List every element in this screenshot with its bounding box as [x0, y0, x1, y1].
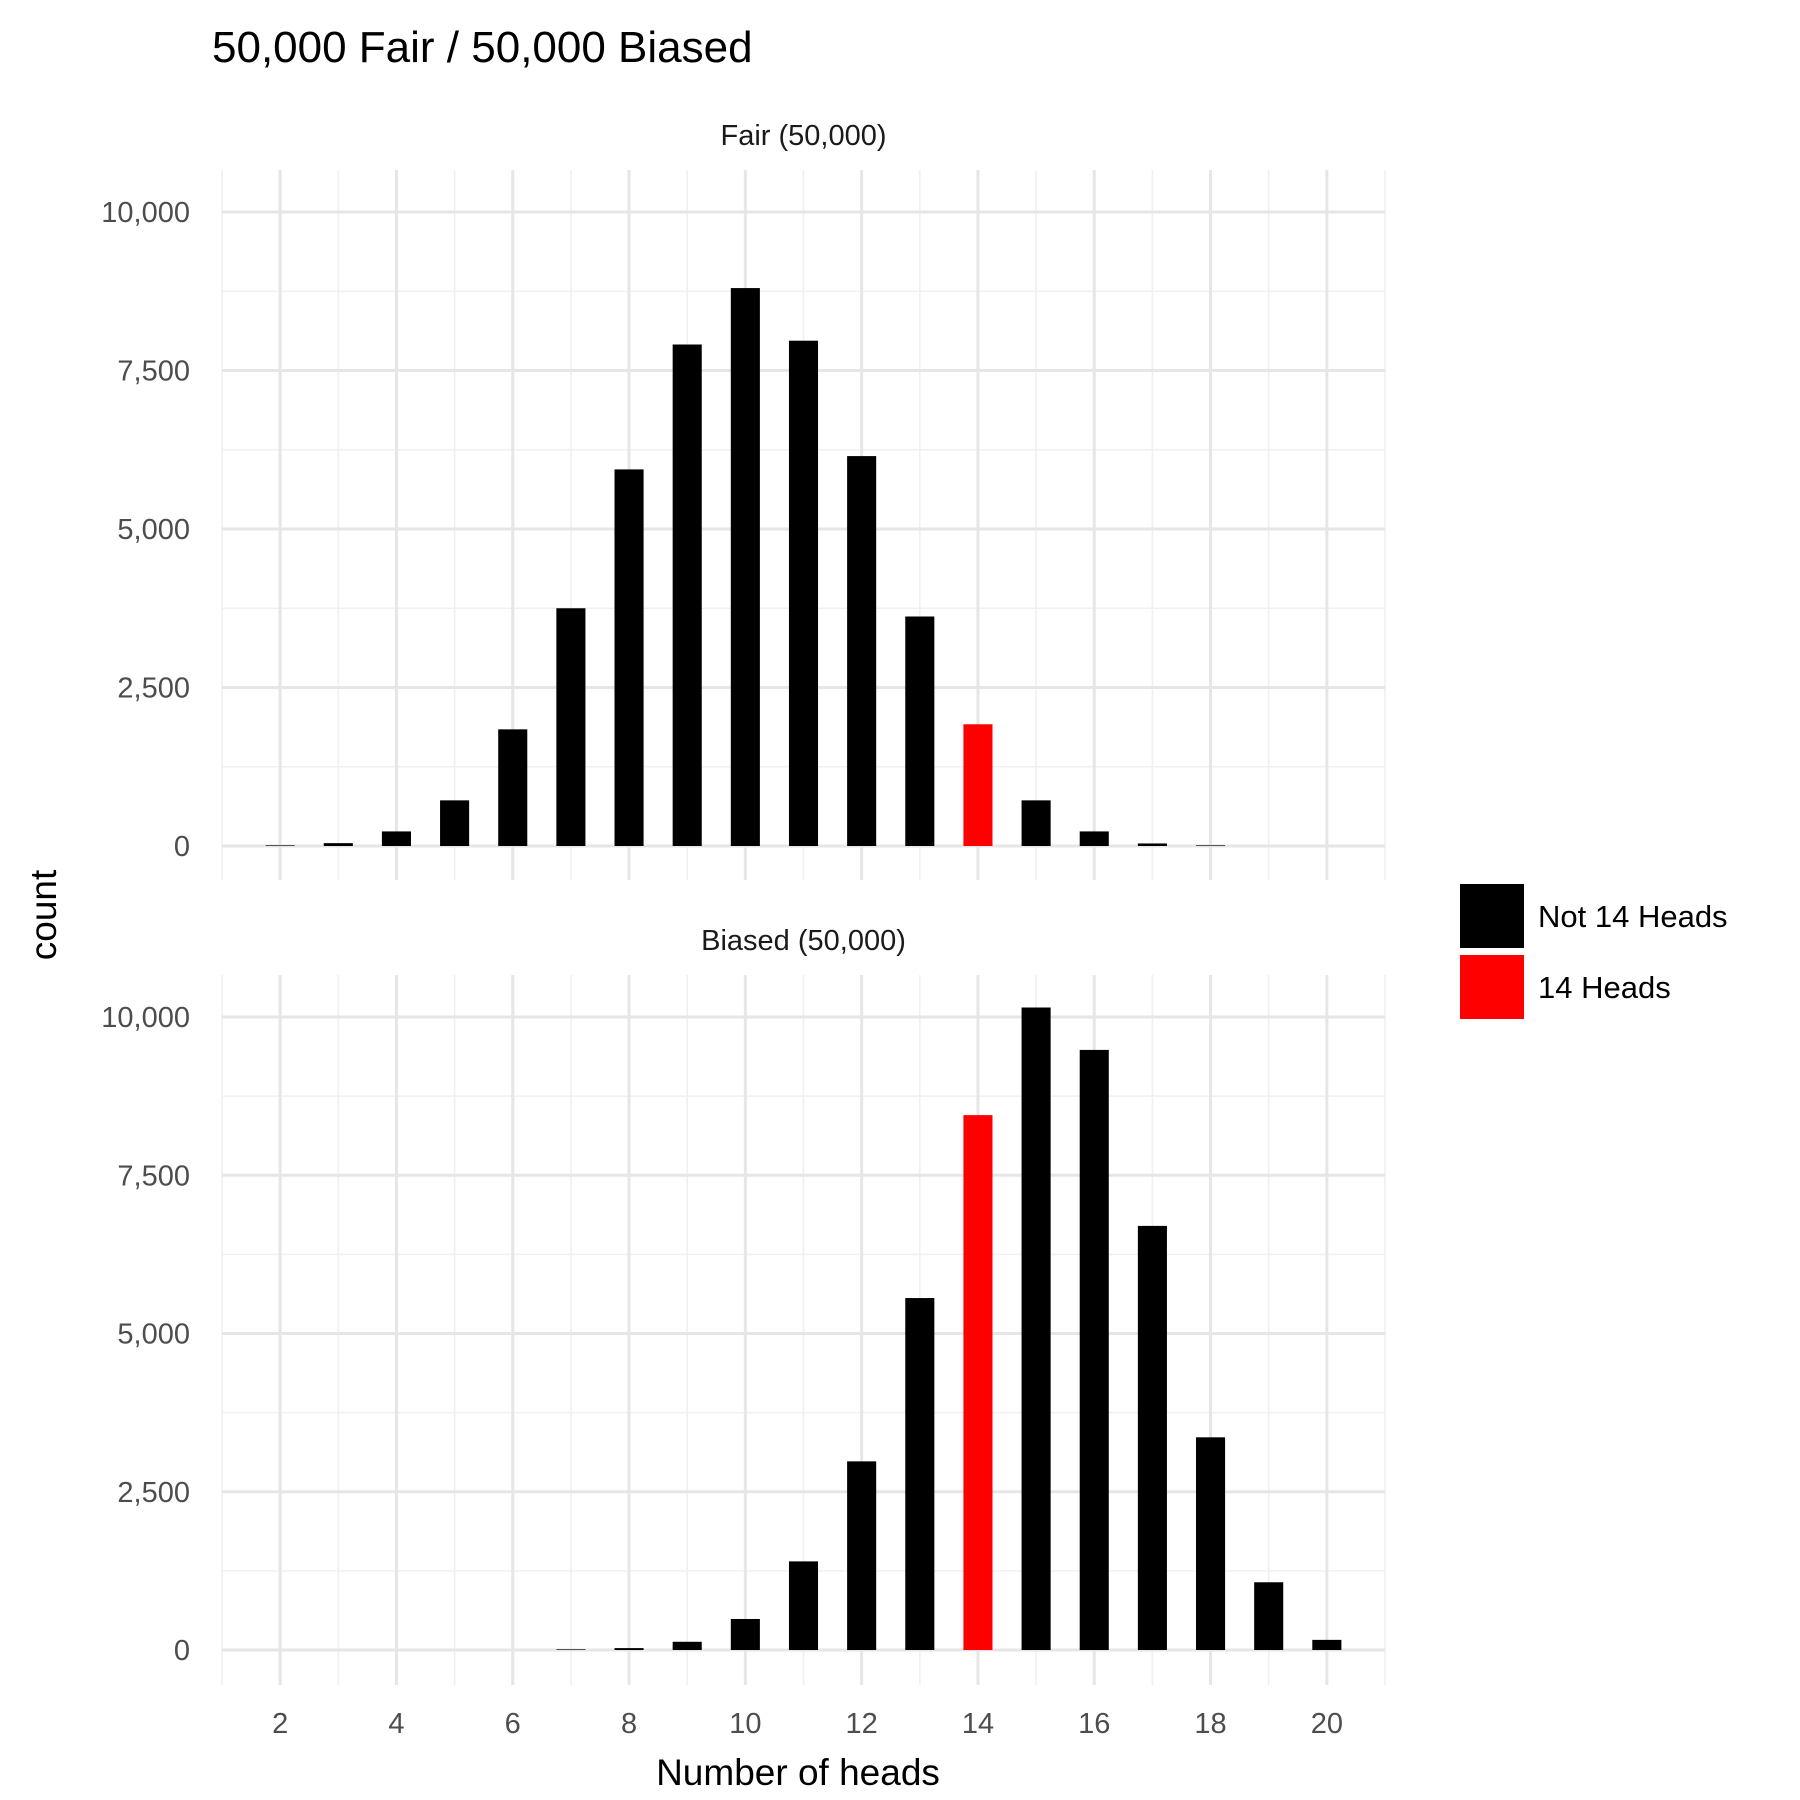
bar-16-heads — [1079, 831, 1109, 846]
bar-19-heads — [1254, 1582, 1284, 1650]
bar-4-heads — [381, 831, 411, 846]
x-tick-label: 20 — [1311, 1708, 1343, 1740]
bar-7-heads — [556, 1649, 586, 1650]
y-tick-label: 0 — [174, 1635, 190, 1667]
bar-8-heads — [614, 469, 644, 846]
x-tick-label: 14 — [962, 1708, 994, 1740]
bar-12-heads — [847, 1461, 877, 1650]
panel-fair: Fair (50,000) 0 2,500 5,000 7,500 10,000 — [101, 120, 1386, 880]
y-tick-label: 10,000 — [101, 197, 190, 229]
bar-6-heads — [498, 729, 528, 846]
y-tick-label: 2,500 — [117, 673, 190, 705]
x-tick-label: 6 — [505, 1708, 521, 1740]
y-axis-label: count — [23, 869, 64, 960]
panel-strip-label: Biased (50,000) — [701, 925, 906, 957]
chart-panels: Fair (50,000)02,5005,0007,50010,000Biase… — [101, 120, 1386, 1740]
bar-13-heads — [905, 616, 935, 846]
legend-label: Not 14 Heads — [1538, 899, 1728, 934]
x-tick-label: 18 — [1194, 1708, 1226, 1740]
x-axis-label: Number of heads — [656, 1752, 940, 1793]
bar-17-heads — [1137, 843, 1167, 846]
bar-2-heads — [265, 845, 295, 846]
bar-18-heads — [1196, 1437, 1226, 1650]
bar-10-heads — [730, 288, 760, 847]
y-tick-label: 7,500 — [117, 356, 190, 388]
bar-7-heads — [556, 608, 586, 846]
bar-15-heads — [1021, 800, 1051, 846]
chart-title: 50,000 Fair / 50,000 Biased — [212, 23, 753, 72]
bar-9-heads — [672, 1641, 702, 1650]
legend-key-not-14-heads — [1460, 884, 1524, 948]
bar-17-heads — [1137, 1225, 1167, 1650]
panel-biased: Biased (50,000) 0 2,500 5,000 7,500 10,000 2 4 6… — [101, 925, 1386, 1740]
x-tick-label: 4 — [388, 1708, 404, 1740]
x-tick-label: 12 — [846, 1708, 878, 1740]
legend-label: 14 Heads — [1538, 970, 1671, 1005]
bar-11-heads — [788, 1561, 819, 1650]
bar-3-heads — [323, 843, 353, 846]
bar-16-heads — [1079, 1049, 1109, 1650]
y-tick-label: 7,500 — [117, 1160, 190, 1192]
bar-9-heads — [672, 344, 702, 846]
bar-12-heads — [847, 456, 877, 846]
x-tick-label: 2 — [272, 1708, 288, 1740]
panel-strip-label: Fair (50,000) — [720, 120, 886, 152]
y-tick-label: 5,000 — [117, 1319, 190, 1351]
x-tick-label: 16 — [1078, 1708, 1110, 1740]
bar-18-heads — [1196, 845, 1226, 846]
x-tick-label: 8 — [621, 1708, 637, 1740]
bar-20-heads — [1312, 1639, 1342, 1650]
bar-8-heads — [614, 1648, 644, 1650]
bar-13-heads — [905, 1298, 935, 1650]
bar-14-heads — [963, 1115, 993, 1650]
y-tick-label: 2,500 — [117, 1477, 190, 1509]
legend-key-14-heads — [1460, 955, 1524, 1019]
legend: Not 14 Heads 14 Heads — [1460, 884, 1728, 1019]
y-tick-label: 10,000 — [101, 1002, 190, 1034]
x-tick-label: 10 — [729, 1708, 761, 1740]
bar-5-heads — [440, 800, 470, 846]
bar-14-heads — [963, 724, 993, 846]
y-tick-label: 5,000 — [117, 514, 190, 546]
y-tick-label: 0 — [174, 831, 190, 863]
bar-10-heads — [730, 1618, 760, 1650]
bar-15-heads — [1021, 1007, 1051, 1650]
bar-11-heads — [788, 340, 819, 846]
